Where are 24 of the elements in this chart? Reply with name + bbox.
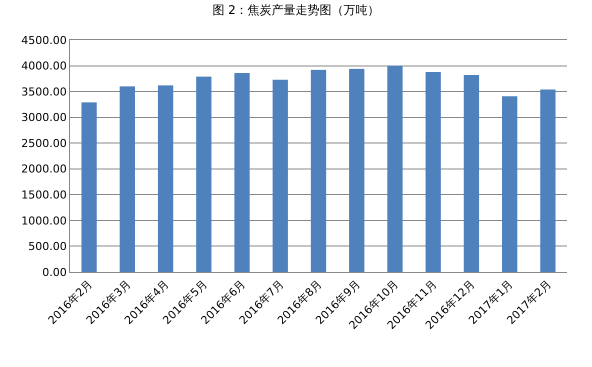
bar	[196, 76, 212, 272]
y-tick-label: 0.00	[42, 266, 67, 279]
y-tick-label: 2500.00	[21, 136, 67, 150]
bar	[81, 102, 97, 272]
bar	[310, 70, 326, 272]
y-tick-label: 3500.00	[21, 85, 67, 98]
y-tick-label: 500.00	[28, 240, 67, 254]
bar	[426, 72, 441, 272]
y-tick-label: 4500.00	[21, 34, 67, 47]
bar	[540, 89, 556, 272]
chart-title: 图 2：焦炭产量走势图（万吨）	[212, 2, 380, 17]
bar	[158, 85, 174, 272]
y-tick-label: 3000.00	[21, 111, 67, 124]
bar	[349, 68, 364, 272]
bar	[464, 75, 480, 272]
bar	[502, 96, 518, 272]
bar	[387, 66, 403, 272]
bar	[234, 73, 250, 272]
y-tick-label: 2000.00	[21, 162, 67, 176]
bar	[272, 80, 288, 272]
y-tick-label: 4000.00	[21, 60, 67, 73]
y-tick-label: 1500.00	[21, 188, 67, 202]
y-tick-label: 1000.00	[21, 214, 67, 228]
bar	[120, 86, 135, 272]
